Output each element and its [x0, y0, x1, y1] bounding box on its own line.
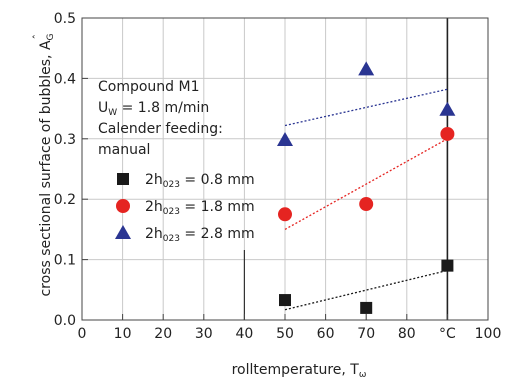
y-tick-label: 0.5 [54, 11, 76, 27]
data-point-circle [440, 126, 455, 141]
x-tick-label: 100 [475, 326, 502, 342]
annotation-feeding-mode: manual [98, 142, 150, 158]
trend-lines [284, 88, 448, 311]
x-tick-label: 10 [114, 326, 132, 342]
annotation-block: Compound M1 UW = 1.8 m/min Calender feed… [98, 79, 223, 158]
annotation-compound: Compound M1 [98, 79, 200, 95]
y-tick-label: 0.1 [54, 253, 76, 269]
legend-marker-triangle [115, 225, 131, 239]
data-point-square [360, 301, 373, 314]
y-tick-label: 0.3 [54, 132, 76, 148]
data-point-circle [278, 207, 292, 222]
y-tick-label: 0.4 [54, 71, 76, 87]
legend: 2h023 = 0.8 mm 2h023 = 1.8 mm 2h023 = 2.8 … [115, 172, 255, 244]
legend-marker-circle [116, 199, 130, 213]
x-tick-label: 40 [235, 326, 253, 342]
y-tick-label: 0.0 [54, 313, 76, 329]
data-point-triangle [277, 132, 293, 147]
x-tick-label: 30 [195, 326, 213, 342]
x-tick-label: 0 [78, 326, 87, 342]
data-point-square [441, 259, 454, 272]
grid [82, 18, 488, 320]
data-point-circle [359, 197, 374, 212]
legend-label: 2h023 = 1.8 mm [145, 199, 255, 217]
x-tick-label: 70 [357, 326, 375, 342]
trend-line [284, 138, 448, 230]
data-point-triangle [358, 61, 375, 76]
y-axis-label: cross sectional surface of bubbles, AGˆ [31, 33, 56, 296]
legend-label: 2h023 = 2.8 mm [145, 226, 255, 244]
data-point-triangle [439, 101, 456, 116]
x-tick-label: 60 [317, 326, 335, 342]
x-tick-label: 50 [276, 326, 294, 342]
legend-marker-square [117, 173, 129, 185]
annotation-speed: UW = 1.8 m/min [98, 100, 209, 118]
x-axis-label: rolltemperature, Tω [232, 362, 367, 380]
annotation-feeding: Calender feeding: [98, 121, 223, 137]
x-tick-label: °C [439, 326, 456, 342]
data-points [277, 61, 456, 314]
x-tick-label: 80 [398, 326, 416, 342]
data-point-square [279, 294, 291, 307]
y-tick-label: 0.2 [54, 192, 76, 208]
x-tick-label: 20 [154, 326, 172, 342]
legend-label: 2h023 = 0.8 mm [145, 172, 255, 190]
x-axis-ticks: 0 10 20 30 40 50 60 70 80 °C 100 [78, 314, 502, 342]
y-axis-ticks: 0.0 0.1 0.2 0.3 0.4 0.5 [54, 11, 88, 329]
